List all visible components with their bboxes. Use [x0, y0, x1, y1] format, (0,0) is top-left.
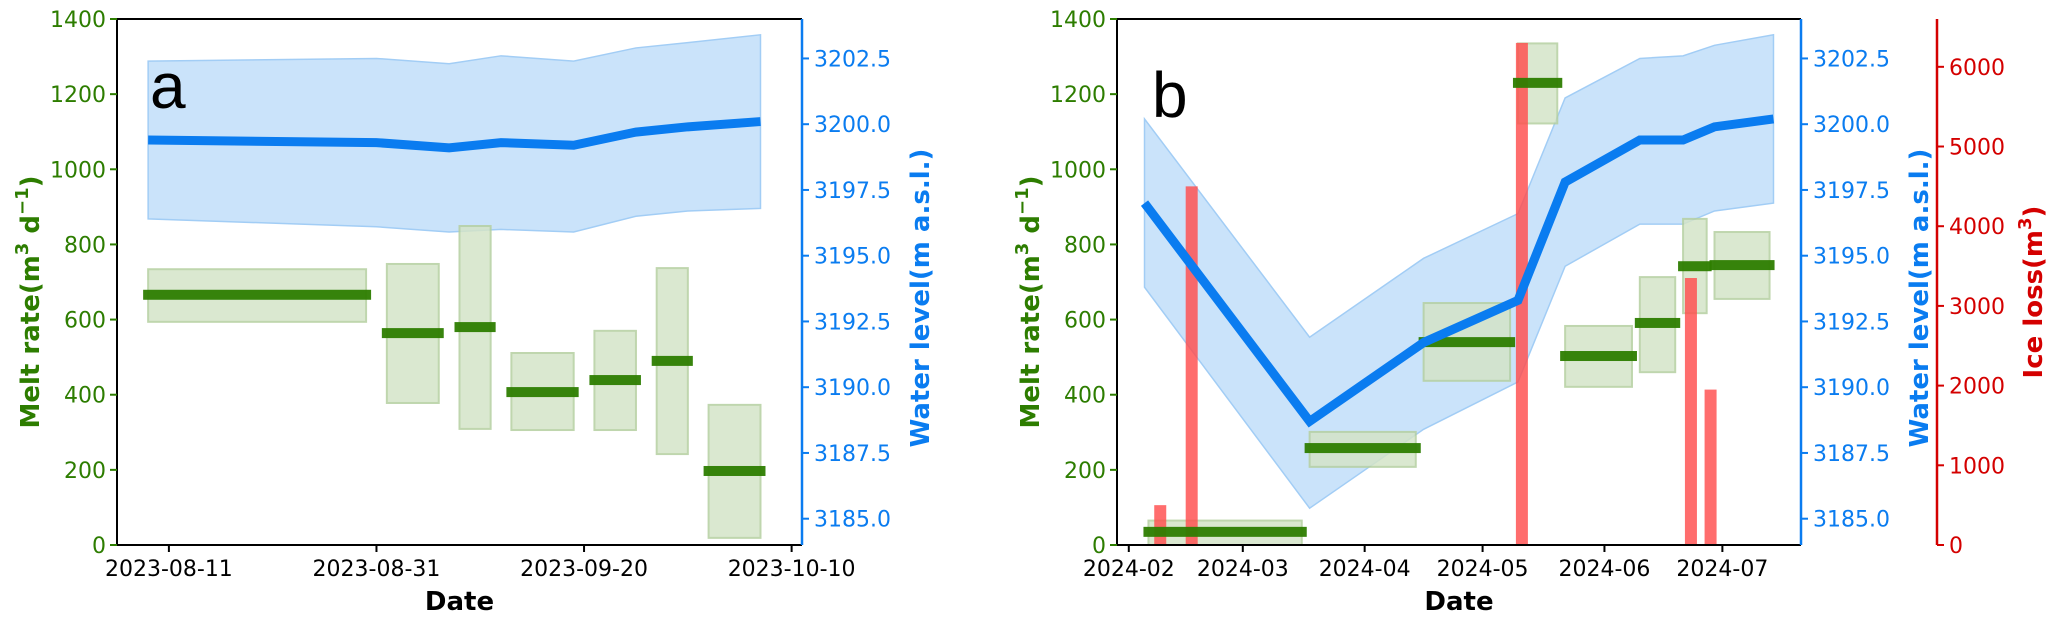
- x-tick-label: 2024-04: [1319, 557, 1411, 582]
- y-right-tick-label: 3192.5: [814, 310, 891, 335]
- y-right-tick-label: 3187.5: [814, 442, 891, 467]
- y-left-tick-label: 1000: [50, 158, 106, 183]
- y-right-tick-label: 3197.5: [1813, 179, 1890, 204]
- melt-rate-mean-line: [1304, 443, 1421, 454]
- melt-rate-mean-line: [651, 355, 693, 366]
- water-level-line: [148, 117, 761, 153]
- y-left-tick-label: 0: [92, 534, 106, 559]
- y-right-tick-label: 3192.5: [1813, 310, 1890, 335]
- y-left-tick-label: 400: [64, 384, 106, 409]
- x-tick-label: 2024-07: [1676, 557, 1768, 582]
- y-left-tick-label: 800: [64, 233, 106, 258]
- ice-title-sup: 3: [2015, 217, 2036, 230]
- melt-rate-mean-line: [1709, 260, 1775, 271]
- y-left-title-mid: d: [1016, 215, 1046, 243]
- x-tick-label: 2023-08-11: [105, 557, 233, 582]
- melt-rate-mean-line: [1512, 77, 1563, 88]
- melt-rate-mean-line: [143, 289, 372, 300]
- ice-tick-label: 1000: [1949, 454, 2005, 479]
- y-left-title-sup: 3: [1012, 243, 1033, 256]
- melt-rate-mean-line: [589, 375, 641, 386]
- y-left-axis-title: Melt rate(m3 d−1): [12, 175, 46, 428]
- y-left-tick-label: 400: [1064, 384, 1106, 409]
- ice-loss-bar: [1154, 505, 1167, 545]
- y-right-tick-label: 3200.0: [1813, 113, 1890, 138]
- x-tick-label: 2024-06: [1558, 557, 1650, 582]
- y-left-title-end: ): [1016, 175, 1046, 187]
- x-tick-label: 2023-08-31: [313, 557, 441, 582]
- melt-rate-mean-line: [1678, 261, 1712, 272]
- y-left-tick-label: 1400: [1050, 8, 1106, 33]
- melt-rate-mean-line: [703, 465, 766, 476]
- y-right-tick-label: 3195.0: [1813, 245, 1890, 270]
- ice-title-main: Ice loss(m: [2019, 230, 2049, 378]
- y-left-tick-label: 1200: [1050, 83, 1106, 108]
- ice-loss-bar: [1704, 389, 1717, 545]
- y-right-tick-label: 3190.0: [1813, 376, 1890, 401]
- y-left-tick-label: 1200: [50, 83, 106, 108]
- y-left-tick-label: 1400: [50, 8, 106, 33]
- ice-tick-label: 3000: [1949, 295, 2005, 320]
- y-left-title-sup: −1: [12, 187, 33, 215]
- y-right-axis-title: Water level(m a.s.l.): [906, 149, 936, 448]
- y-left-title-sup: 3: [12, 243, 33, 256]
- y-right-tick-label: 3195.0: [814, 245, 891, 270]
- panel-label: a: [150, 50, 186, 122]
- y-left-title-end: ): [16, 175, 46, 187]
- ice-loss-bar: [1684, 278, 1697, 545]
- melt-rate-mean-line: [1143, 526, 1307, 537]
- ice-tick-label: 4000: [1949, 215, 2005, 240]
- y-left-tick-label: 800: [1064, 233, 1106, 258]
- y-left-title-main: Melt rate(m: [16, 255, 46, 428]
- y-left-tick-label: 200: [64, 459, 106, 484]
- x-tick-label: 2023-10-10: [728, 557, 856, 582]
- x-axis-title: Date: [1424, 587, 1493, 617]
- x-axis-title: Date: [425, 587, 494, 617]
- ice-tick-label: 0: [1949, 534, 1963, 559]
- y-right-tick-label: 3200.0: [814, 113, 891, 138]
- y-left-title-main: Melt rate(m: [1016, 255, 1046, 428]
- melt-rate-mean-line: [1560, 351, 1637, 362]
- ice-axis-title: Ice loss(m3): [2015, 206, 2049, 379]
- x-tick-label: 2024-03: [1197, 557, 1289, 582]
- y-right-tick-label: 3187.5: [1813, 442, 1890, 467]
- melt-rate-mean-line: [381, 328, 444, 339]
- x-tick-label: 2023-09-20: [520, 557, 648, 582]
- ice-loss-bar: [1185, 186, 1198, 545]
- panel-b: 0 200 400 600 800 1000 1200 1400 3185.0 3187.5 319…: [1012, 8, 2049, 617]
- ice-tick-label: 2000: [1949, 375, 2005, 400]
- y-left-axis-title: Melt rate(m3 d−1): [1012, 175, 1046, 428]
- y-right-axis-title: Water level(m a.s.l.): [1905, 149, 1935, 448]
- y-right-tick-label: 3197.5: [814, 179, 891, 204]
- x-tick-label: 2024-05: [1437, 557, 1529, 582]
- melt-rate-mean-line: [506, 387, 579, 398]
- y-left-tick-label: 600: [64, 309, 106, 334]
- y-right-tick-label: 3202.5: [1813, 47, 1890, 72]
- melt-rate-mean-line: [454, 322, 496, 333]
- water-level-line: [1140, 114, 1775, 428]
- y-right-tick-label: 3185.0: [1813, 508, 1890, 533]
- water-level-uncertainty-band: [147, 33, 762, 233]
- y-left-title-sup: −1: [1012, 187, 1033, 215]
- y-right-tick-label: 3202.5: [814, 47, 891, 72]
- y-left-tick-label: 200: [1064, 459, 1106, 484]
- x-tick-label: 2024-02: [1083, 557, 1175, 582]
- panel-a: 0 200 400 600 800 1000 1200 1400 3185.0 3187.5 319…: [12, 8, 936, 617]
- ice-tick-label: 5000: [1949, 136, 2005, 161]
- melt-rate-mean-line: [1634, 317, 1681, 328]
- ice-tick-label: 6000: [1949, 56, 2005, 81]
- panel-label: b: [1152, 59, 1188, 131]
- water-level-uncertainty-band: [1143, 33, 1775, 510]
- melt-rate-mean-line: [1418, 337, 1516, 348]
- y-right-tick-label: 3185.0: [814, 508, 891, 533]
- y-left-title-mid: d: [16, 215, 46, 243]
- y-left-tick-label: 1000: [1050, 158, 1106, 183]
- ice-title-end: ): [2019, 206, 2049, 218]
- y-left-tick-label: 600: [1064, 309, 1106, 334]
- y-right-tick-label: 3190.0: [814, 376, 891, 401]
- y-left-tick-label: 0: [1092, 534, 1106, 559]
